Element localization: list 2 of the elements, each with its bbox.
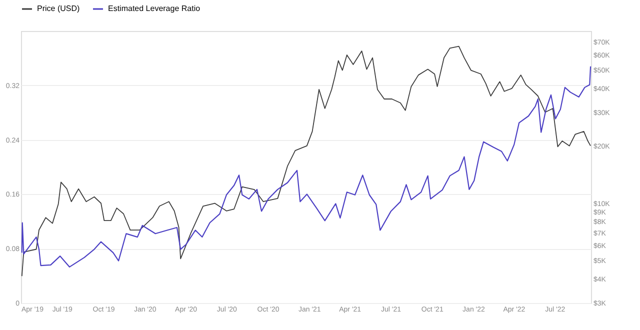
legend-label: Price (USD) bbox=[37, 4, 80, 13]
legend-label: Estimated Leverage Ratio bbox=[108, 4, 201, 13]
